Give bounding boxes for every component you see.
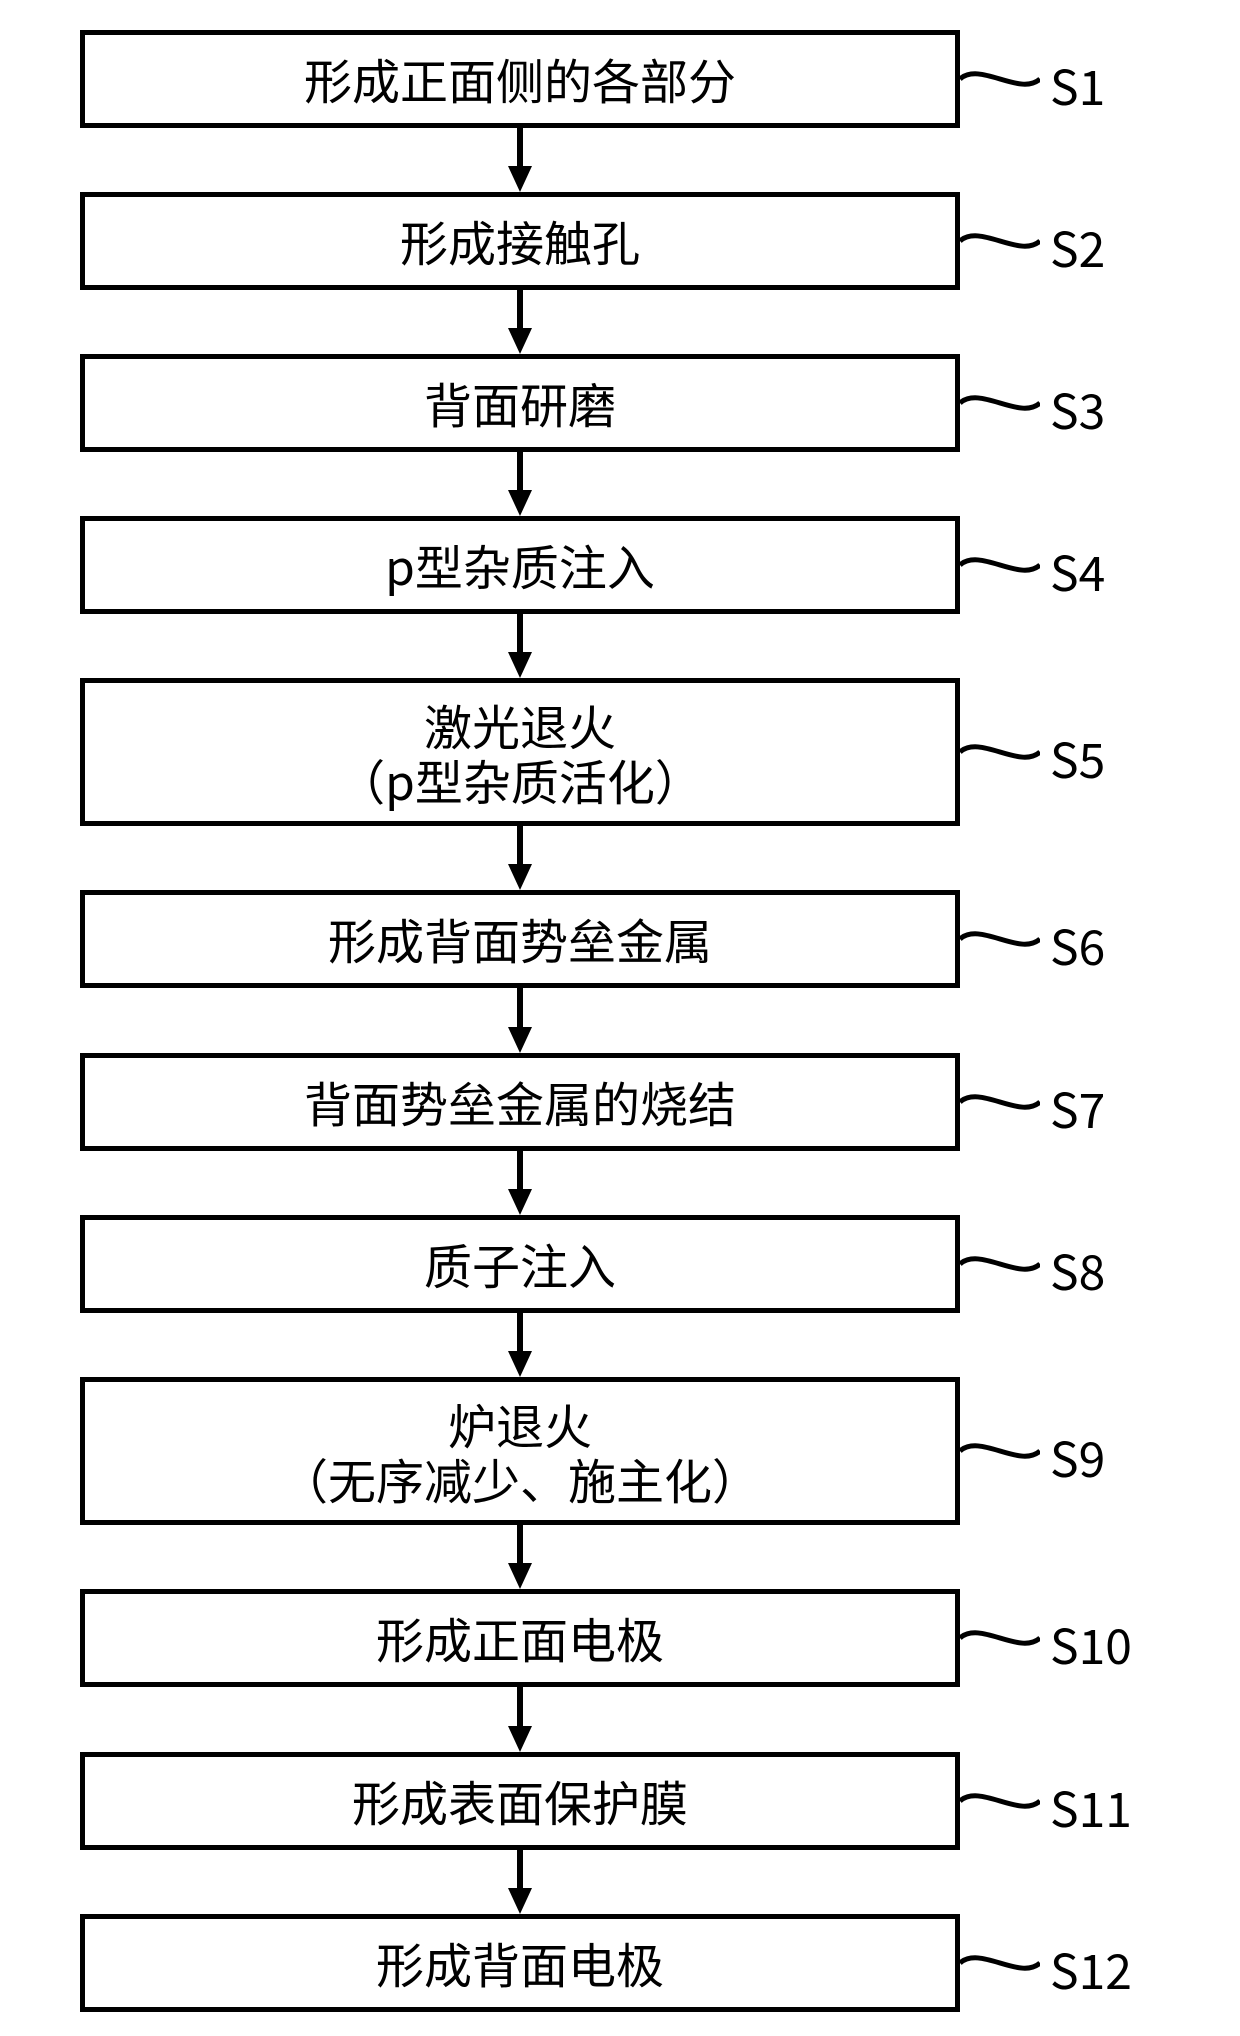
step-label-s6: S6 [1050,909,1105,979]
arrow-shaft-s2 [517,290,523,328]
arrow-head-s10 [508,1726,532,1752]
arrow-head-s2 [508,328,532,354]
arrow-head-s11 [508,1888,532,1914]
arrow-shaft-s5 [517,826,523,864]
step-text-s12: 形成背面电极 [376,1935,664,1990]
step-text-s11: 形成表面保护膜 [352,1773,688,1828]
step-label-s7: S7 [1050,1072,1105,1142]
step-label-s3: S3 [1050,373,1105,443]
arrow-head-s7 [508,1189,532,1215]
arrow-head-s1 [508,166,532,192]
arrow-head-s5 [508,864,532,890]
leader-s5 [960,734,1040,770]
arrow-shaft-s11 [517,1850,523,1888]
step-box-s8: 质子注入 [80,1215,960,1313]
arrow-shaft-s9 [517,1525,523,1563]
step-label-s10: S10 [1050,1608,1132,1678]
step-label-s8: S8 [1050,1234,1105,1304]
step-text-s10: 形成正面电极 [376,1610,664,1665]
leader-s12 [960,1945,1040,1981]
arrow-head-s6 [508,1027,532,1053]
arrow-head-s9 [508,1563,532,1589]
step-box-s6: 形成背面势垒金属 [80,890,960,988]
arrow-shaft-s4 [517,614,523,652]
step-label-s12: S12 [1050,1933,1132,2003]
step-text-s8: 质子注入 [424,1236,616,1291]
step-box-s5: 激光退火 （p型杂质活化） [80,678,960,826]
leader-s2 [960,223,1040,259]
step-box-s3: 背面研磨 [80,354,960,452]
step-text-s9: 炉退火 （无序减少、施主化） [280,1396,760,1506]
step-text-s5: 激光退火 （p型杂质活化） [337,697,703,807]
step-box-s4: p型杂质注入 [80,516,960,614]
arrow-head-s4 [508,652,532,678]
leader-s3 [960,385,1040,421]
leader-s8 [960,1246,1040,1282]
step-box-s2: 形成接触孔 [80,192,960,290]
leader-s9 [960,1433,1040,1469]
leader-s1 [960,61,1040,97]
step-text-s1: 形成正面侧的各部分 [304,51,736,106]
step-label-s11: S11 [1050,1771,1132,1841]
step-box-s1: 形成正面侧的各部分 [80,30,960,128]
arrow-shaft-s10 [517,1687,523,1726]
step-label-s1: S1 [1050,49,1105,119]
step-text-s7: 背面势垒金属的烧结 [304,1074,736,1129]
leader-s7 [960,1084,1040,1120]
step-box-s12: 形成背面电极 [80,1914,960,2012]
arrow-shaft-s7 [517,1151,523,1189]
step-label-s2: S2 [1050,211,1105,281]
leader-s4 [960,547,1040,583]
leader-s10 [960,1620,1040,1656]
arrow-head-s3 [508,490,532,516]
step-text-s6: 形成背面势垒金属 [328,911,712,966]
arrow-head-s8 [508,1351,532,1377]
step-label-s4: S4 [1050,535,1105,605]
flowchart-canvas: 形成正面侧的各部分 S1 形成接触孔 S2 背面研磨 S3 p型杂质注入 S4 激光退火 （p型… [0,0,1240,2036]
leader-s6 [960,921,1040,957]
step-label-s9: S9 [1050,1421,1105,1491]
leader-s11 [960,1783,1040,1819]
step-box-s11: 形成表面保护膜 [80,1752,960,1850]
step-box-s10: 形成正面电极 [80,1589,960,1687]
arrow-shaft-s6 [517,988,523,1027]
arrow-shaft-s3 [517,452,523,490]
step-text-s2: 形成接触孔 [400,213,640,268]
step-text-s4: p型杂质注入 [385,537,655,592]
arrow-shaft-s1 [517,128,523,166]
step-box-s7: 背面势垒金属的烧结 [80,1053,960,1151]
step-box-s9: 炉退火 （无序减少、施主化） [80,1377,960,1525]
step-text-s3: 背面研磨 [424,375,616,430]
step-label-s5: S5 [1050,722,1105,792]
arrow-shaft-s8 [517,1313,523,1351]
